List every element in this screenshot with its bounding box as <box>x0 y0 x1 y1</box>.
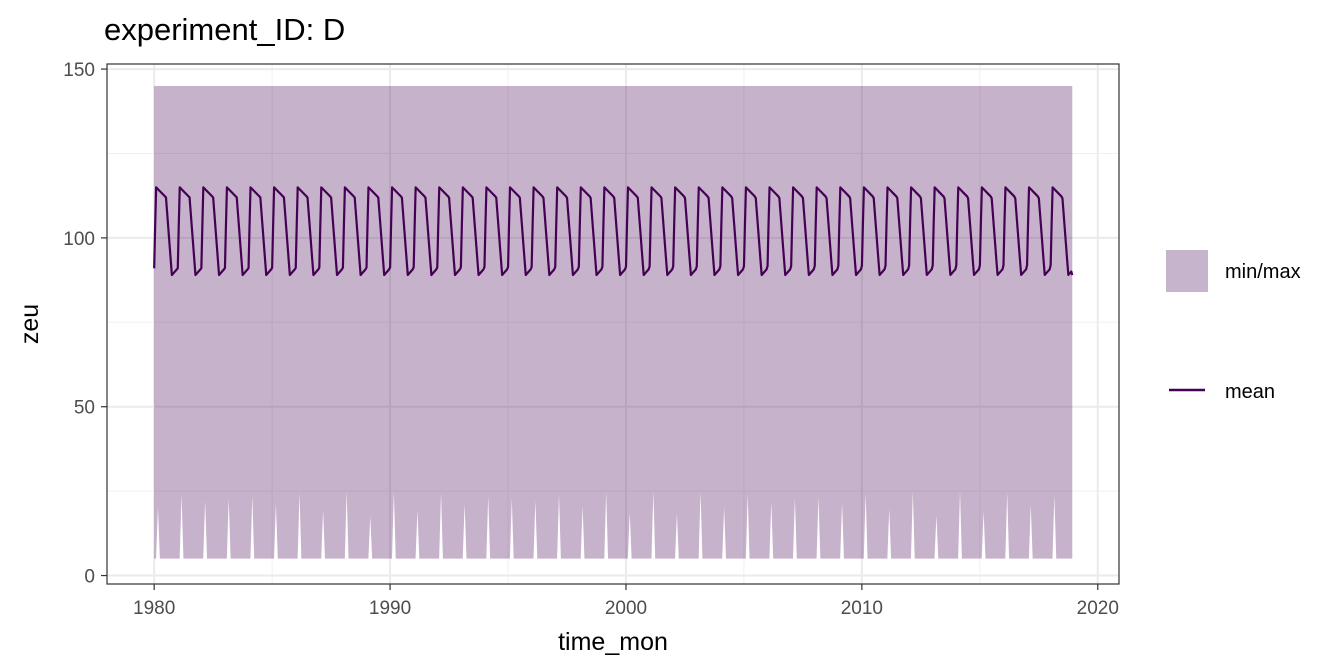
x-tick-label: 2020 <box>1077 598 1119 619</box>
min-max-ribbon <box>154 85 1073 559</box>
x-tick-label: 2010 <box>841 598 883 619</box>
legend-label-mean: mean <box>1225 381 1275 403</box>
plot-panel <box>106 63 1120 585</box>
y-axis: 0 50 100 150 <box>63 60 107 588</box>
legend-label-min-max: min/max <box>1225 261 1301 283</box>
y-tick-label: 0 <box>84 567 95 588</box>
major-gridlines <box>107 64 1119 584</box>
legend-key-min-max <box>1166 250 1208 292</box>
y-tick-label: 150 <box>63 60 95 81</box>
x-tick-label: 1990 <box>369 598 411 619</box>
y-tick-label: 50 <box>74 398 95 419</box>
minor-gridlines <box>107 64 1119 584</box>
chart-title: experiment_ID: D <box>104 12 345 47</box>
x-tick-label: 2000 <box>605 598 647 619</box>
legend: min/max mean <box>1166 250 1301 403</box>
plot-background <box>107 64 1119 584</box>
y-tick-label: 100 <box>63 229 95 250</box>
x-axis: 1980 1990 2000 2010 2020 <box>133 584 1119 619</box>
x-tick-label: 1980 <box>133 598 175 619</box>
mean-line <box>153 186 1074 277</box>
plot-border <box>106 63 1120 585</box>
x-axis-title: time_mon <box>558 628 668 656</box>
y-axis-title: zeu <box>16 304 44 344</box>
